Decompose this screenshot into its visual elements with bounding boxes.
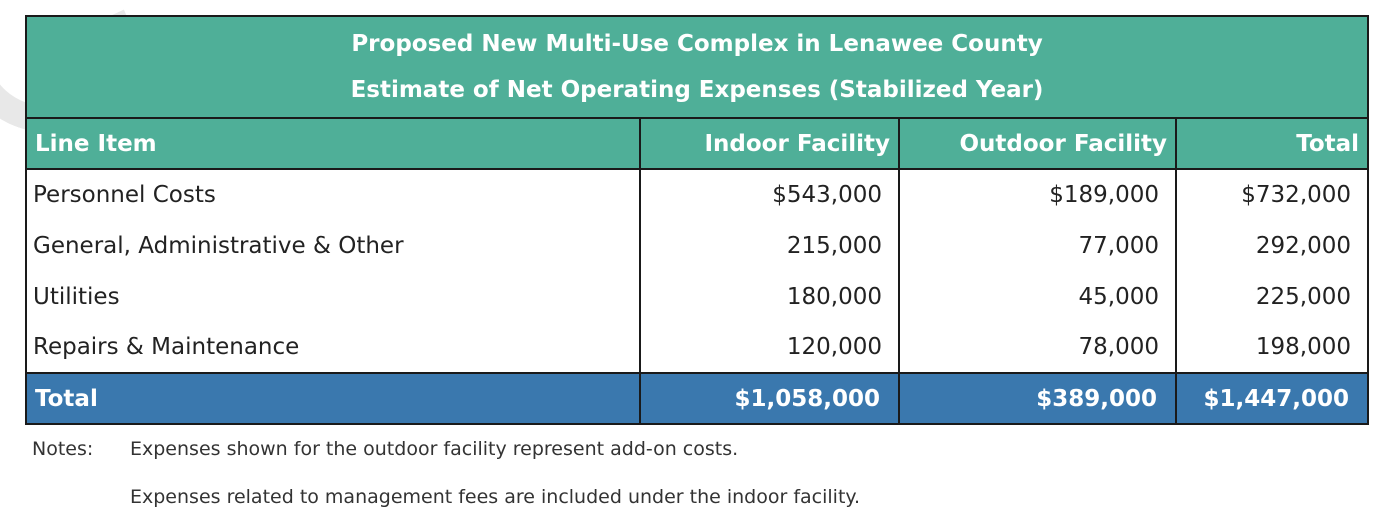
- row-indoor-value: 120,000: [639, 322, 900, 373]
- row-outdoor-value: 78,000: [898, 322, 1177, 373]
- row-outdoor-value: $189,000: [898, 169, 1177, 220]
- total-label: Total: [25, 372, 641, 425]
- total-outdoor-value: $389,000: [898, 372, 1177, 425]
- table-total-row: Total $1,058,000 $389,000 $1,447,000: [25, 372, 1370, 425]
- header-total: Total: [1174, 117, 1370, 170]
- header-line-item: Line Item: [25, 117, 641, 170]
- header-indoor-facility: Indoor Facility: [639, 117, 900, 170]
- row-indoor-value: 215,000: [639, 220, 900, 271]
- row-label: Repairs & Maintenance: [25, 322, 641, 373]
- row-outdoor-value: 77,000: [898, 220, 1177, 271]
- row-label: General, Administrative & Other: [25, 220, 641, 271]
- row-label: Utilities: [25, 271, 641, 322]
- table-header-row: Line Item Indoor Facility Outdoor Facili…: [25, 117, 1370, 170]
- row-outdoor-value: 45,000: [898, 271, 1177, 322]
- row-label: Personnel Costs: [25, 169, 641, 220]
- table-row: Utilities 180,000 45,000 225,000: [25, 271, 1370, 322]
- table-row: General, Administrative & Other 215,000 …: [25, 220, 1370, 271]
- expense-table-container: Proposed New Multi-Use Complex in Lenawe…: [24, 15, 1370, 425]
- table-title-row: Proposed New Multi-Use Complex in Lenawe…: [24, 15, 1370, 67]
- table-subtitle-row: Estimate of Net Operating Expenses (Stab…: [24, 67, 1370, 119]
- row-total-value: 225,000: [1174, 271, 1370, 322]
- total-indoor-value: $1,058,000: [639, 372, 900, 425]
- table-row: Repairs & Maintenance 120,000 78,000 198…: [25, 322, 1370, 373]
- expense-table: Proposed New Multi-Use Complex in Lenawe…: [24, 15, 1370, 425]
- row-indoor-value: 180,000: [639, 271, 900, 322]
- row-total-value: 292,000: [1174, 220, 1370, 271]
- notes-label: Notes:: [32, 438, 94, 460]
- table-row: Personnel Costs $543,000 $189,000 $732,0…: [25, 169, 1370, 220]
- row-total-value: 198,000: [1174, 322, 1370, 373]
- total-total-value: $1,447,000: [1174, 372, 1370, 425]
- row-total-value: $732,000: [1174, 169, 1370, 220]
- row-indoor-value: $543,000: [639, 169, 900, 220]
- note-outdoor-add-on: Expenses shown for the outdoor facility …: [130, 438, 739, 460]
- header-outdoor-facility: Outdoor Facility: [898, 117, 1177, 170]
- table-title: Proposed New Multi-Use Complex in Lenawe…: [24, 15, 1370, 67]
- note-management-fees: Expenses related to management fees are …: [130, 486, 860, 508]
- table-subtitle: Estimate of Net Operating Expenses (Stab…: [24, 67, 1370, 119]
